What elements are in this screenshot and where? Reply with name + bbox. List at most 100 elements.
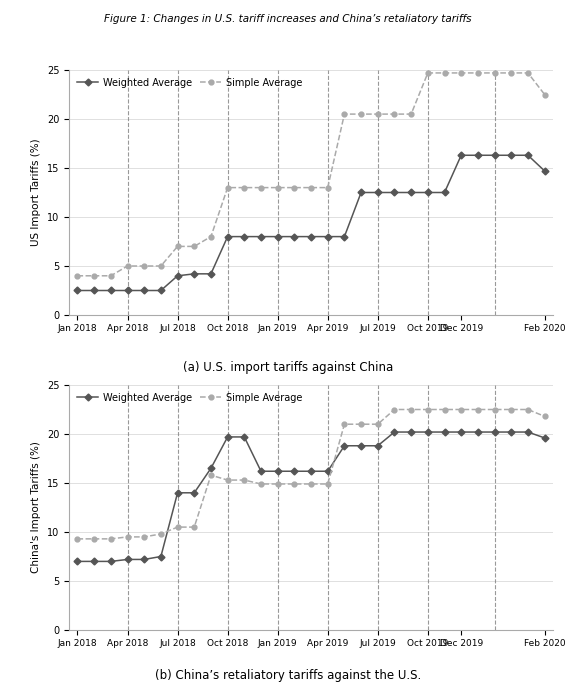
Weighted Average [107, 286, 114, 295]
Weighted Average [241, 433, 248, 441]
Simple Average [274, 480, 281, 488]
Weighted Average [224, 433, 231, 441]
Simple Average [425, 69, 431, 77]
Simple Average [291, 480, 298, 488]
Simple Average [241, 476, 248, 484]
Weighted Average [458, 151, 465, 160]
Weighted Average [425, 188, 431, 197]
Simple Average [458, 69, 465, 77]
Text: Figure 1: Changes in U.S. tariff increases and China’s retaliatory tariffs: Figure 1: Changes in U.S. tariff increas… [104, 14, 472, 24]
Weighted Average [541, 167, 548, 175]
Simple Average [141, 262, 147, 270]
Simple Average [124, 533, 131, 541]
Weighted Average [107, 557, 114, 566]
Simple Average [157, 530, 164, 538]
Simple Average [475, 69, 482, 77]
Weighted Average [291, 232, 298, 241]
Weighted Average [207, 270, 214, 278]
Weighted Average [458, 428, 465, 436]
Weighted Average [274, 232, 281, 241]
Weighted Average [525, 428, 532, 436]
Simple Average [358, 420, 365, 428]
Weighted Average [308, 467, 314, 475]
Simple Average [207, 232, 214, 241]
Simple Average [425, 405, 431, 414]
Weighted Average [491, 151, 498, 160]
Weighted Average [308, 232, 314, 241]
Text: (b) China’s retaliatory tariffs against the U.S.: (b) China’s retaliatory tariffs against … [155, 668, 421, 682]
Simple Average [74, 272, 81, 280]
Simple Average [358, 110, 365, 118]
Weighted Average [241, 232, 248, 241]
Simple Average [257, 183, 264, 192]
Simple Average [90, 535, 97, 543]
Weighted Average [74, 286, 81, 295]
Simple Average [341, 420, 348, 428]
Simple Average [408, 110, 415, 118]
Weighted Average [141, 286, 147, 295]
Weighted Average [291, 467, 298, 475]
Simple Average [90, 272, 97, 280]
Weighted Average [74, 557, 81, 566]
Simple Average [374, 420, 381, 428]
Legend: Weighted Average, Simple Average: Weighted Average, Simple Average [74, 390, 306, 406]
Simple Average [191, 242, 198, 251]
Simple Average [74, 535, 81, 543]
Weighted Average [475, 151, 482, 160]
Simple Average [124, 262, 131, 270]
Simple Average [508, 405, 515, 414]
Weighted Average [525, 151, 532, 160]
Simple Average [191, 523, 198, 531]
Weighted Average [341, 442, 348, 450]
Simple Average [107, 535, 114, 543]
Weighted Average [90, 557, 97, 566]
Weighted Average [358, 188, 365, 197]
Weighted Average [358, 442, 365, 450]
Line: Weighted Average: Weighted Average [75, 153, 547, 293]
Weighted Average [391, 428, 398, 436]
Simple Average [308, 480, 314, 488]
Simple Average [441, 69, 448, 77]
Weighted Average [207, 464, 214, 473]
Weighted Average [157, 552, 164, 561]
Legend: Weighted Average, Simple Average: Weighted Average, Simple Average [74, 75, 306, 91]
Simple Average [491, 69, 498, 77]
Simple Average [525, 69, 532, 77]
Simple Average [291, 183, 298, 192]
Weighted Average [257, 232, 264, 241]
Simple Average [241, 183, 248, 192]
Weighted Average [408, 428, 415, 436]
Weighted Average [508, 428, 515, 436]
Simple Average [257, 480, 264, 488]
Simple Average [525, 405, 532, 414]
Weighted Average [324, 232, 331, 241]
Text: (a) U.S. import tariffs against China: (a) U.S. import tariffs against China [183, 360, 393, 374]
Weighted Average [174, 489, 181, 497]
Weighted Average [541, 434, 548, 442]
Weighted Average [341, 232, 348, 241]
Simple Average [374, 110, 381, 118]
Simple Average [308, 183, 314, 192]
Weighted Average [157, 286, 164, 295]
Weighted Average [441, 428, 448, 436]
Simple Average [157, 262, 164, 270]
Weighted Average [224, 232, 231, 241]
Simple Average [541, 412, 548, 421]
Simple Average [541, 90, 548, 99]
Simple Average [475, 405, 482, 414]
Line: Weighted Average: Weighted Average [75, 430, 547, 564]
Weighted Average [374, 442, 381, 450]
Weighted Average [425, 428, 431, 436]
Weighted Average [90, 286, 97, 295]
Weighted Average [475, 428, 482, 436]
Simple Average [174, 523, 181, 531]
Line: Simple Average: Simple Average [75, 407, 547, 541]
Weighted Average [191, 270, 198, 278]
Simple Average [391, 405, 398, 414]
Weighted Average [324, 467, 331, 475]
Weighted Average [274, 467, 281, 475]
Weighted Average [191, 489, 198, 497]
Simple Average [174, 242, 181, 251]
Simple Average [141, 533, 147, 541]
Weighted Average [141, 555, 147, 564]
